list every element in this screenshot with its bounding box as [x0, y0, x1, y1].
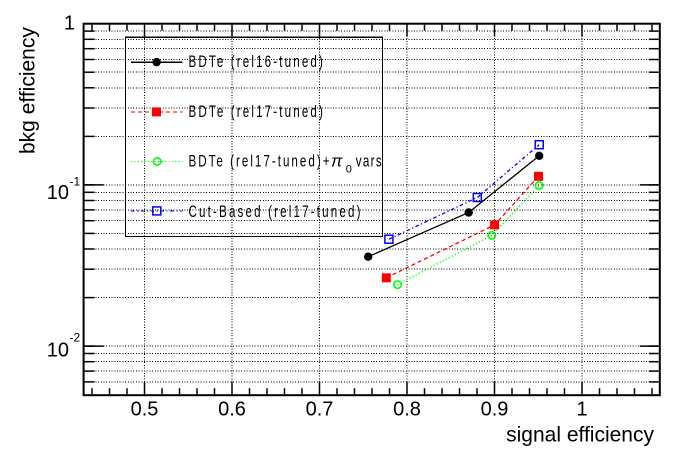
svg-text:BDTe (rel16-tuned): BDTe (rel16-tuned): [189, 53, 323, 72]
svg-text:1: 1: [64, 12, 75, 34]
svg-text:Cut-Based (rel17-tuned): Cut-Based (rel17-tuned): [189, 203, 361, 222]
svg-text:BDTe (rel17-tuned)+: BDTe (rel17-tuned)+: [189, 153, 330, 172]
svg-text:10: 10: [47, 182, 69, 204]
svg-text:0.9: 0.9: [481, 399, 509, 421]
svg-text:BDTe (rel17-tuned): BDTe (rel17-tuned): [189, 103, 323, 122]
svg-text:0.5: 0.5: [131, 399, 159, 421]
svg-text:10: 10: [47, 339, 69, 361]
svg-text:0: 0: [346, 164, 352, 176]
svg-text:1: 1: [576, 399, 587, 421]
svg-text:-1: -1: [70, 174, 81, 188]
svg-text:0.8: 0.8: [393, 399, 421, 421]
svg-text:bkg efficiency: bkg efficiency: [17, 27, 40, 154]
svg-text:signal efficiency: signal efficiency: [506, 424, 654, 447]
svg-text:-2: -2: [70, 330, 81, 344]
svg-text:π: π: [331, 152, 343, 171]
svg-text:0.7: 0.7: [306, 399, 334, 421]
svg-text:vars: vars: [356, 153, 382, 172]
svg-text:0.6: 0.6: [218, 399, 246, 421]
